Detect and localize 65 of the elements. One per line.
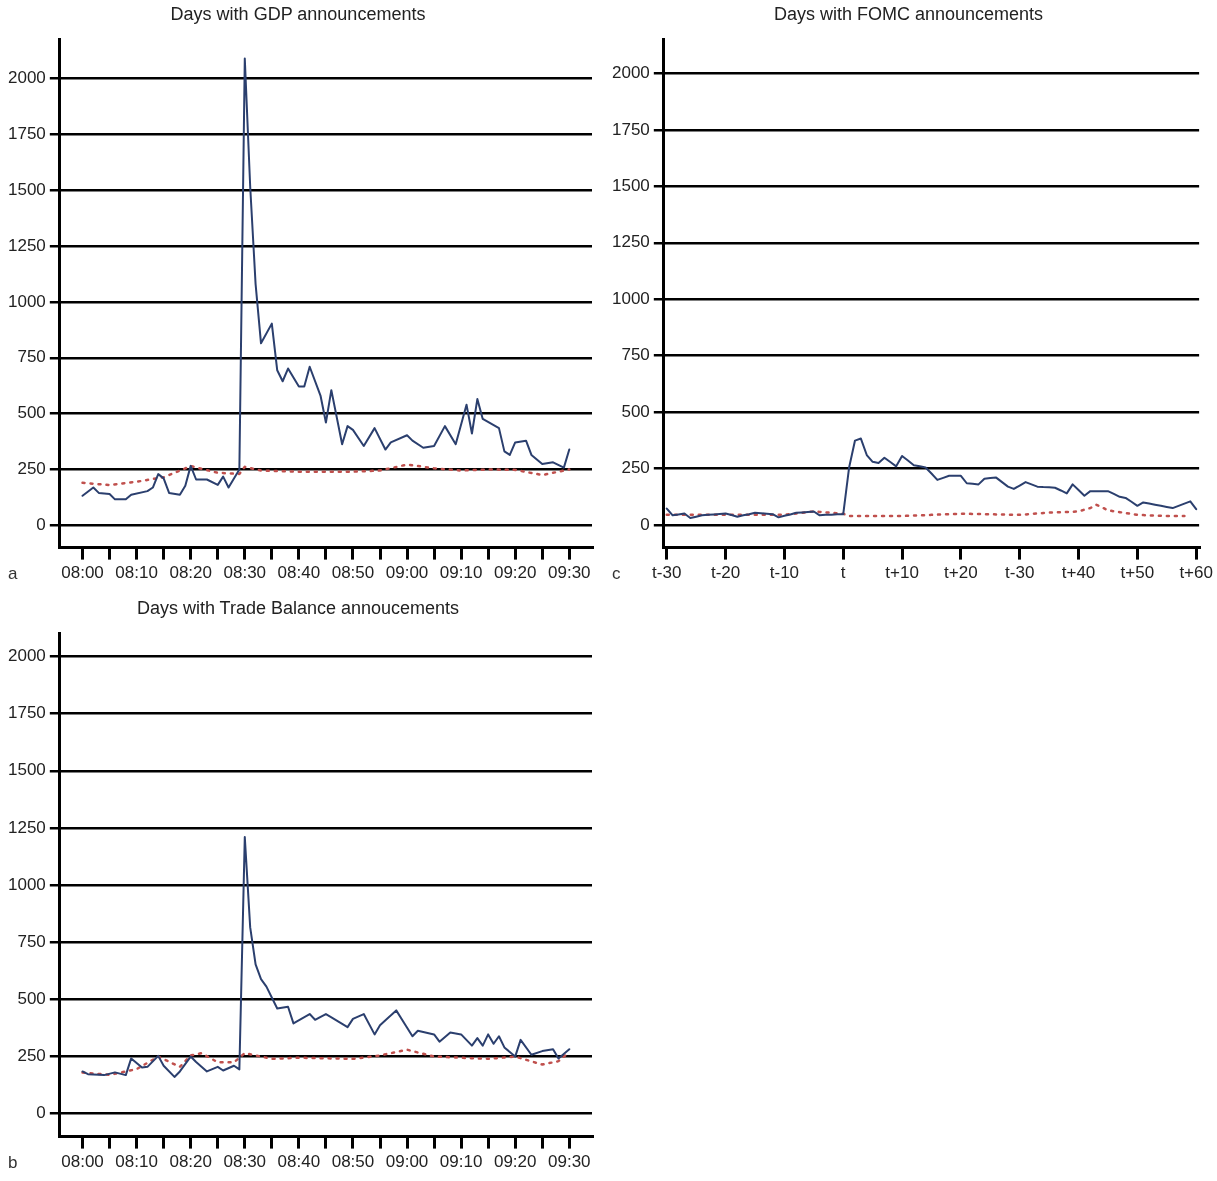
y-tick-label: 1250	[7, 235, 46, 255]
y-tick-label: 750	[621, 345, 650, 365]
y-tick-label: 1000	[7, 874, 46, 894]
x-tick-label: 08:10	[115, 563, 158, 583]
x-tick-label: 08:50	[331, 563, 375, 583]
text: b	[8, 1152, 18, 1172]
y-tick-label: 500	[621, 401, 650, 421]
x-tick-label: 08:10	[115, 1152, 158, 1172]
y-tick-label: 250	[621, 458, 650, 478]
y-tick-label: 750	[17, 347, 46, 367]
text: c	[612, 563, 621, 583]
x-tick-label: 09:30	[548, 1152, 591, 1172]
x-tick-label: t+60	[1179, 563, 1213, 583]
x-tick-label: 09:30	[548, 563, 591, 583]
y-tick-label: 500	[17, 403, 46, 423]
line-series	[665, 503, 1186, 518]
x-tick-label: 09:20	[493, 563, 537, 583]
line-series	[81, 463, 571, 487]
y-tick-label: 1250	[611, 232, 650, 252]
x-tick-label: t-30	[652, 563, 682, 583]
x-tick-label: 09:10	[439, 563, 483, 583]
x-tick-label: 08:40	[277, 1152, 321, 1172]
x-tick-label: 08:20	[169, 1152, 212, 1172]
x-tick-label: 08:40	[277, 563, 321, 583]
text: a	[8, 563, 18, 583]
x-tick-label: 09:00	[385, 563, 429, 583]
y-tick-label: 1750	[7, 124, 46, 144]
chart-title: Days with Trade Balance annoucements	[136, 597, 460, 618]
chart-title: Days with GDP announcements	[170, 3, 426, 24]
x-tick-label: t+40	[1061, 563, 1096, 583]
y-tick-label: 1750	[7, 703, 46, 723]
x-tick-label: 08:30	[223, 1152, 267, 1172]
y-tick-label: 1500	[7, 180, 46, 200]
x-tick-label: 09:20	[493, 1152, 537, 1172]
x-tick-label: 08:50	[331, 1152, 375, 1172]
y-tick-label: 2000	[7, 646, 46, 666]
x-tick-label: 09:10	[439, 1152, 483, 1172]
x-tick-label: t-10	[769, 563, 800, 583]
x-tick-label: 08:00	[61, 1152, 104, 1172]
x-tick-label: 08:20	[169, 563, 212, 583]
x-tick-label: 08:30	[223, 563, 267, 583]
x-tick-label: t-30	[1005, 563, 1035, 583]
x-tick-label: t+20	[944, 563, 978, 583]
y-tick-label: 750	[17, 931, 46, 951]
y-tick-label: 1500	[611, 176, 650, 196]
x-tick-label: t	[840, 563, 846, 583]
y-tick-label: 2000	[611, 63, 650, 83]
y-tick-label: 1500	[7, 760, 46, 780]
y-tick-label: 0	[36, 1103, 46, 1123]
x-tick-label: t+50	[1120, 563, 1155, 583]
x-tick-label: 08:00	[61, 563, 104, 583]
x-tick-label: t+10	[885, 563, 919, 583]
y-tick-label: 1250	[7, 817, 46, 837]
chart-title: Days with FOMC announcements	[773, 3, 1044, 24]
y-tick-label: 0	[36, 514, 46, 534]
x-tick-label: 09:00	[385, 1152, 429, 1172]
y-tick-label: 250	[17, 1046, 46, 1066]
y-tick-label: 1000	[611, 288, 650, 308]
y-tick-label: 0	[640, 514, 650, 534]
y-tick-label: 1000	[7, 291, 46, 311]
y-tick-label: 500	[17, 989, 46, 1009]
y-tick-label: 250	[17, 459, 46, 479]
x-tick-label: t-20	[710, 563, 741, 583]
y-tick-label: 1750	[611, 119, 650, 139]
y-tick-label: 2000	[7, 68, 46, 88]
